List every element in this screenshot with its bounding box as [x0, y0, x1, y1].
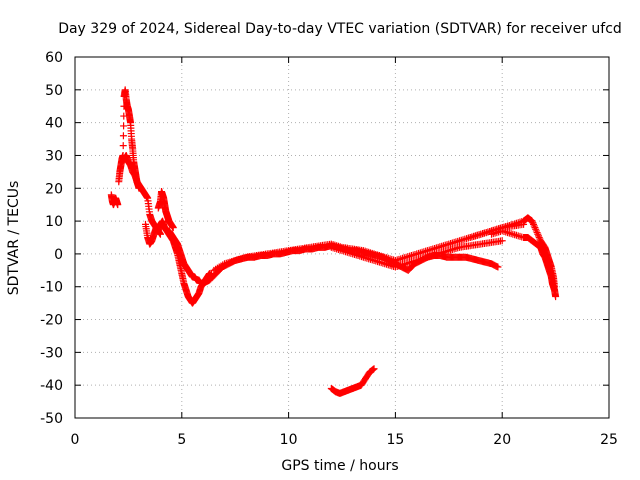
data-point [120, 122, 128, 130]
data-point [534, 230, 542, 238]
y-tick-label: 40 [45, 116, 63, 132]
y-tick-label: -20 [40, 313, 63, 329]
x-axis-title: GPS time / hours [281, 458, 398, 474]
data-point [528, 217, 536, 225]
x-tick-label: 25 [600, 432, 618, 448]
data-point [114, 201, 122, 209]
x-tick-label: 10 [280, 432, 298, 448]
y-tick-label: 10 [45, 214, 63, 230]
y-tick-label: 30 [45, 148, 63, 164]
grid-lines [75, 57, 609, 418]
data-point [535, 234, 543, 241]
data-point [532, 227, 540, 235]
y-tick-label: -50 [40, 411, 63, 427]
y-tick-label: 50 [45, 83, 63, 99]
y-axis-title: SDTVAR / TECUs [6, 181, 22, 296]
series-arc-bottom [327, 365, 378, 397]
data-point [529, 219, 537, 227]
data-point [498, 237, 506, 245]
tick-labels: 0 5 10 15 20 25 -50 -40 -30 -20 -10 0 10 20 30 40 50 60 [40, 50, 618, 448]
data-point [552, 293, 560, 301]
data-point [533, 229, 541, 237]
data-point [119, 132, 127, 140]
data-point [530, 220, 538, 228]
plot-frame [74, 56, 610, 419]
chart-title: Day 329 of 2024, Sidereal Day-to-day VTE… [58, 21, 622, 37]
x-tick-label: 5 [177, 432, 186, 448]
data-point [119, 142, 127, 150]
y-tick-label: 0 [54, 247, 63, 263]
data-point [530, 222, 538, 230]
y-tick-label: -40 [40, 378, 63, 394]
data-point [532, 225, 540, 233]
y-tick-label: -10 [40, 280, 63, 296]
data-point [531, 224, 539, 232]
x-tick-label: 15 [386, 432, 404, 448]
plot-area [107, 86, 560, 397]
x-tick-label: 0 [71, 432, 80, 448]
y-tick-label: -30 [40, 345, 63, 361]
data-point [535, 232, 543, 240]
x-tick-label: 20 [493, 432, 511, 448]
series-arc-spike-b [154, 188, 177, 232]
series-arc-right-c [537, 243, 560, 301]
series-arc-mid-c [327, 237, 506, 271]
data-point [169, 224, 177, 232]
data-point [494, 263, 502, 271]
y-tick-label: 20 [45, 181, 63, 197]
series-arc-low-b [165, 227, 216, 287]
y-tick-label: 60 [45, 50, 63, 66]
data-point [370, 365, 378, 373]
series-arc-upper [118, 151, 164, 238]
series-arc-early [107, 191, 122, 209]
